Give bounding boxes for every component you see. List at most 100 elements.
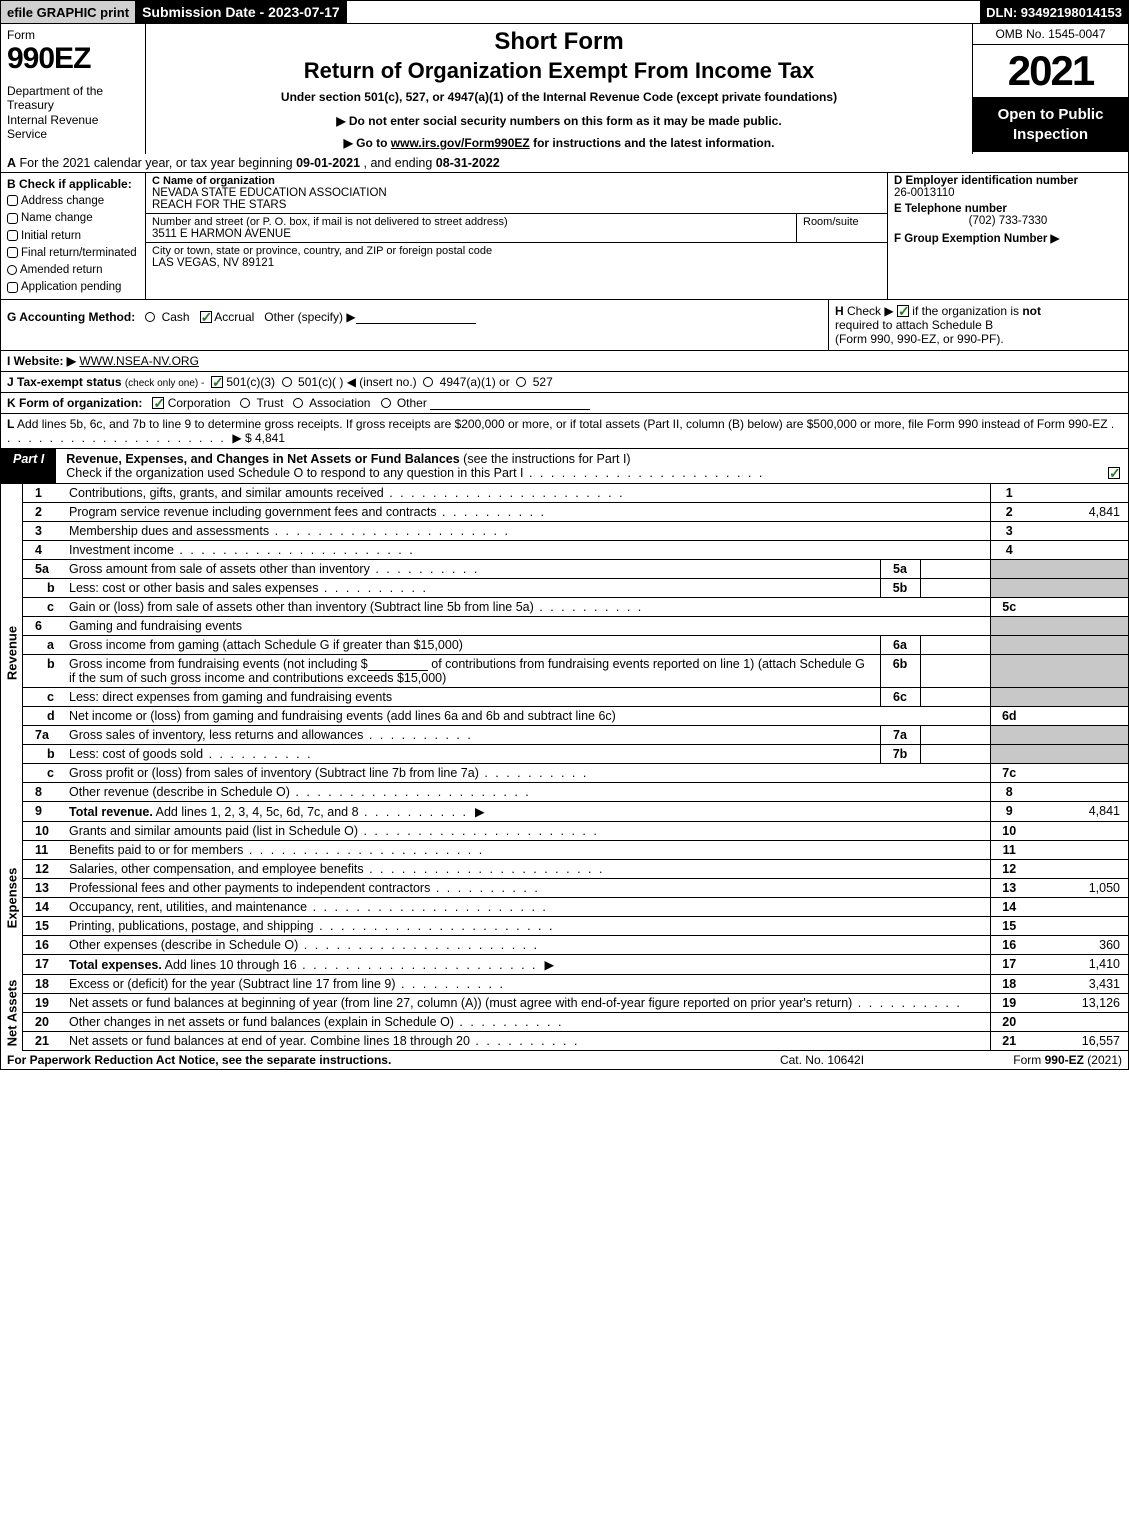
h-line3: (Form 990, 990-EZ, or 990-PF).	[835, 332, 1004, 346]
line-6d-ln: 6d	[990, 706, 1028, 725]
checkbox-501c3[interactable]	[211, 376, 223, 388]
checkbox-other-org[interactable]	[381, 398, 391, 408]
line-2: 2Program service revenue including gover…	[23, 502, 1128, 521]
instruction-1: ▶ Do not enter social security numbers o…	[156, 114, 962, 128]
info-row-bcdef: B Check if applicable: Address change Na…	[0, 173, 1129, 300]
c-street-row: Number and street (or P. O. box, if mail…	[146, 214, 887, 243]
website-value[interactable]: WWW.NSEA-NV.ORG	[79, 354, 199, 368]
j-o2: 501(c)( )	[298, 375, 343, 389]
dots-icon	[318, 581, 427, 595]
line-2-desc: Program service revenue including govern…	[63, 502, 990, 521]
line-13: 13Professional fees and other payments t…	[23, 878, 1128, 897]
line-5c-desc: Gain or (loss) from sale of assets other…	[63, 597, 990, 616]
line-5b-gray	[990, 578, 1028, 597]
line-6b-input[interactable]	[368, 657, 428, 671]
line-5a-desc: Gross amount from sale of assets other t…	[63, 559, 880, 578]
line-6b-gray	[990, 654, 1028, 687]
line-14: 14Occupancy, rent, utilities, and mainte…	[23, 897, 1128, 916]
line-7b-gray	[990, 744, 1028, 763]
line-16-val: 360	[1028, 935, 1128, 954]
b-name-change-label: Name change	[21, 212, 93, 224]
form-label: Form	[7, 28, 139, 42]
line-3-val	[1028, 521, 1128, 540]
line-20-val	[1028, 1012, 1128, 1031]
line-10-desc: Grants and similar amounts paid (list in…	[63, 822, 990, 841]
line-21-desc: Net assets or fund balances at end of ye…	[63, 1031, 990, 1050]
checkbox-name-change[interactable]	[7, 213, 18, 224]
line-17-val: 1,410	[1028, 954, 1128, 974]
h-post: if the organization is	[909, 304, 1022, 318]
part-1-title: Revenue, Expenses, and Changes in Net As…	[56, 449, 1100, 483]
line-11-text: Benefits paid to or for members	[69, 843, 243, 857]
line-7a-mv	[920, 725, 990, 744]
j-o4: 527	[533, 375, 553, 389]
line-6-gray	[990, 616, 1028, 635]
checkbox-cash[interactable]	[145, 312, 155, 322]
g-other-input[interactable]	[356, 310, 476, 324]
b-item-address: Address change	[7, 193, 139, 210]
checkbox-address-change[interactable]	[7, 195, 18, 206]
tax-year: 2021	[973, 45, 1128, 97]
checkbox-association[interactable]	[293, 398, 303, 408]
checkbox-4947[interactable]	[423, 377, 433, 387]
checkbox-trust[interactable]	[240, 398, 250, 408]
f-block: F Group Exemption Number ▶	[888, 229, 1128, 247]
vert-label-net-assets: Net Assets	[1, 975, 23, 1051]
irs-link[interactable]: www.irs.gov/Form990EZ	[391, 136, 530, 150]
efile-print-button[interactable]: efile GRAPHIC print	[1, 1, 136, 23]
checkbox-501c[interactable]	[282, 377, 292, 387]
section-def: D Employer identification number 26-0013…	[888, 173, 1128, 299]
section-b: B Check if applicable: Address change Na…	[1, 173, 146, 299]
line-16-text: Other expenses (describe in Schedule O)	[69, 938, 298, 952]
g-accrual: Accrual	[214, 310, 254, 324]
line-6b-mv	[920, 654, 990, 687]
line-7a: 7aGross sales of inventory, less returns…	[23, 725, 1128, 744]
dots-icon	[396, 977, 505, 991]
a-text-pre: For the 2021 calendar year, or tax year …	[16, 156, 296, 170]
footer-center: Cat. No. 10642I	[722, 1053, 922, 1067]
line-6b-mn: 6b	[880, 654, 920, 687]
line-4-desc: Investment income	[63, 540, 990, 559]
line-5b-num: b	[23, 578, 63, 597]
line-6a-text: Gross income from gaming (attach Schedul…	[63, 635, 880, 654]
checkbox-final-return[interactable]	[7, 247, 18, 258]
line-5a-grayv	[1028, 559, 1128, 578]
line-17-desc: Total expenses. Add lines 10 through 16 …	[63, 954, 990, 974]
k-other-input[interactable]	[430, 396, 590, 410]
org-name-2: REACH FOR THE STARS	[152, 199, 286, 211]
dots-icon	[297, 958, 538, 972]
checkbox-initial-return[interactable]	[7, 230, 18, 241]
dots-icon	[454, 1015, 563, 1029]
line-7b-desc: Less: cost of goods sold	[63, 744, 880, 763]
section-i: I Website: ▶ WWW.NSEA-NV.ORG	[0, 350, 1129, 372]
dots-icon	[174, 543, 415, 557]
checkbox-corporation[interactable]	[152, 397, 164, 409]
line-8-val	[1028, 782, 1128, 801]
line-7c-text: Gross profit or (loss) from sales of inv…	[69, 766, 479, 780]
line-10-val	[1028, 822, 1128, 841]
line-12-text: Salaries, other compensation, and employ…	[69, 862, 364, 876]
line-5b-text: Less: cost or other basis and sales expe…	[69, 581, 318, 595]
footer-form-pre: Form	[1013, 1053, 1044, 1067]
line-6a-mv	[920, 635, 990, 654]
checkbox-application-pending[interactable]	[7, 282, 18, 293]
checkbox-amended-return[interactable]	[7, 265, 17, 275]
checkbox-h[interactable]	[897, 305, 909, 317]
checkbox-527[interactable]	[516, 377, 526, 387]
line-8: 8Other revenue (describe in Schedule O)8	[23, 782, 1128, 801]
header-right: OMB No. 1545-0047 2021 Open to Public In…	[973, 24, 1128, 154]
line-11-ln: 11	[990, 840, 1028, 859]
line-6b-grayv	[1028, 654, 1128, 687]
line-7b: bLess: cost of goods sold7b	[23, 744, 1128, 763]
line-19-text: Net assets or fund balances at beginning…	[69, 996, 852, 1010]
vert-expenses-text: Expenses	[4, 868, 19, 929]
instr2-pre: ▶ Go to	[344, 136, 391, 150]
line-7a-desc: Gross sales of inventory, less returns a…	[63, 725, 880, 744]
line-12-desc: Salaries, other compensation, and employ…	[63, 859, 990, 878]
dots-icon	[470, 1034, 579, 1048]
checkbox-accrual[interactable]	[200, 311, 212, 323]
vert-revenue-text: Revenue	[4, 625, 19, 679]
dots-icon	[534, 600, 643, 614]
dots-icon	[852, 996, 961, 1010]
checkbox-part1-schedule-o[interactable]	[1108, 467, 1120, 479]
